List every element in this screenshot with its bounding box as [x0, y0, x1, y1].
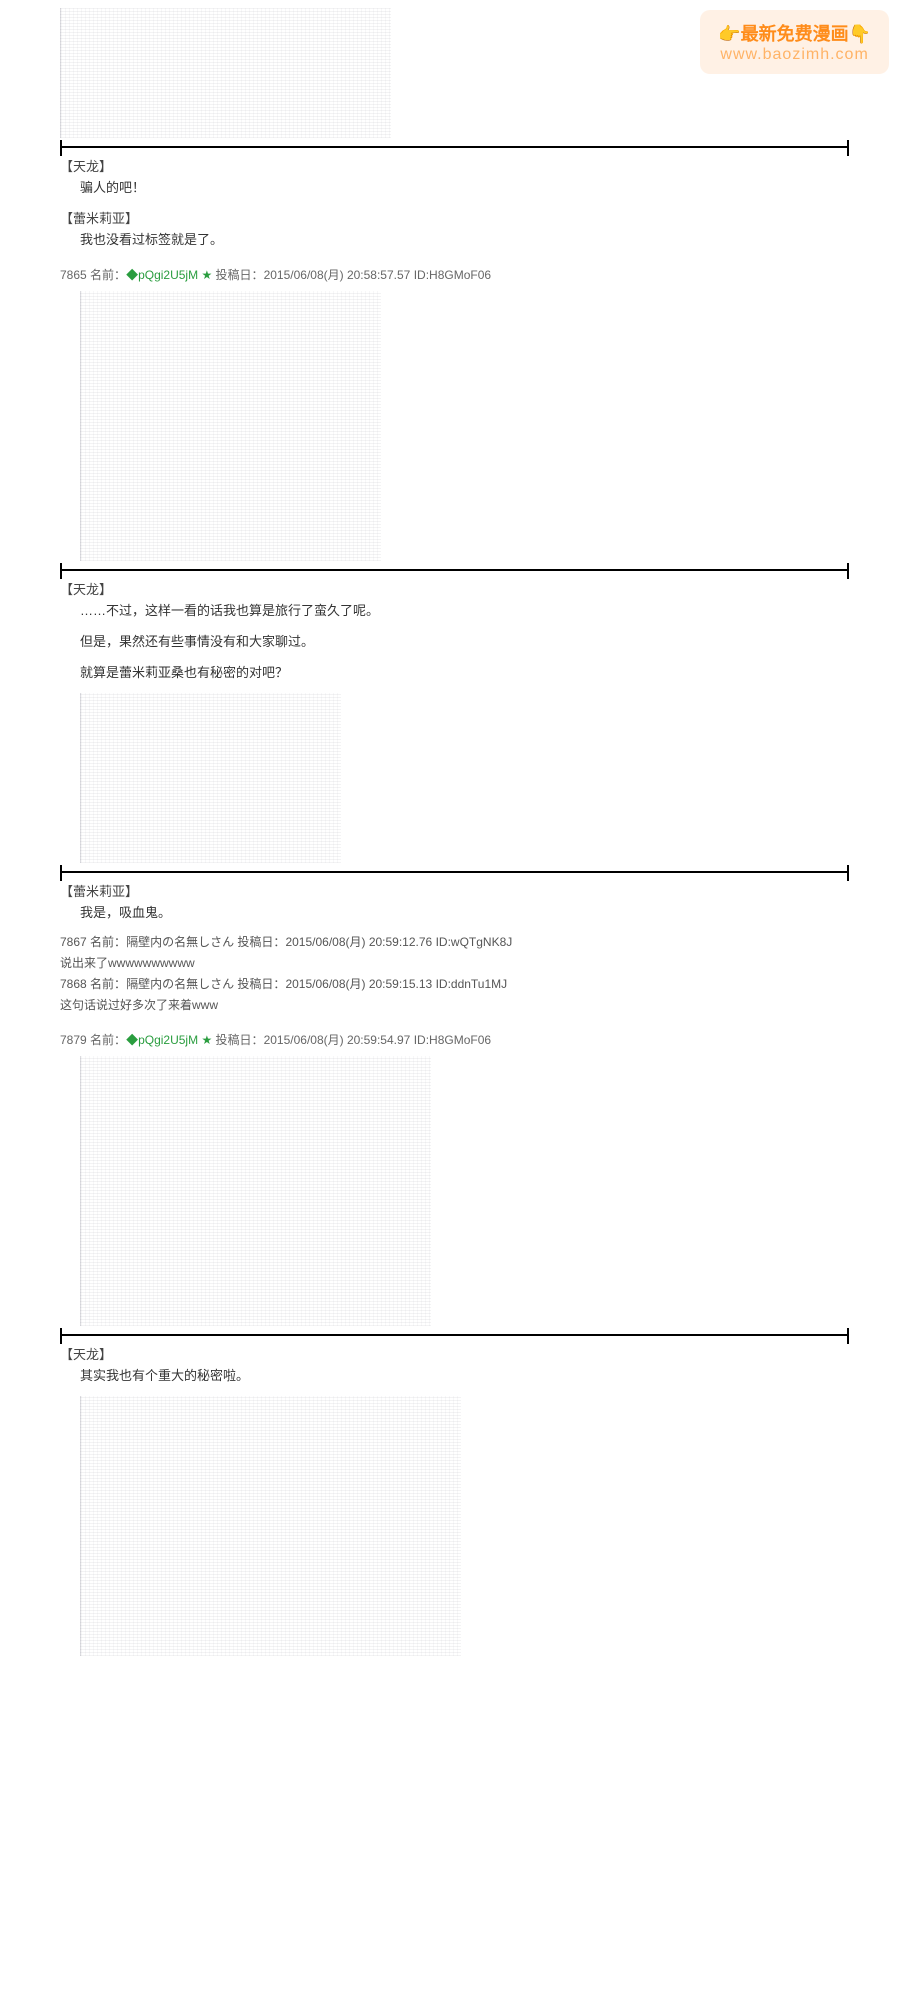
ascii-art-panel-2: [80, 291, 381, 561]
panel-divider: [60, 569, 849, 571]
date-label: 投稿日：: [237, 977, 285, 991]
dialogue-line: 其实我也有个重大的秘密啦。: [80, 1365, 849, 1384]
post-id: ID:H8GMoF06: [414, 1033, 491, 1047]
date-label: 投稿日：: [216, 1033, 264, 1047]
ascii-art-panel-4: [80, 1056, 431, 1326]
post-date: 2015/06/08(月) 20:59:15.13: [285, 977, 432, 991]
speaker-label: 【天龙】: [60, 156, 849, 175]
speaker-label: 【天龙】: [60, 1344, 849, 1363]
post-id: ID:wQTgNK8J: [436, 935, 513, 949]
poster-name: 隔壁内の名無しさん: [126, 977, 234, 991]
name-label: 名前：: [90, 935, 126, 949]
star-icon: ★: [201, 268, 212, 282]
tripcode: ◆pQgi2U5jM: [126, 268, 198, 282]
dialogue-line: 我也没看过标签就是了。: [80, 229, 849, 248]
ascii-art-panel-5: [80, 1396, 461, 1656]
post-number: 7865: [60, 268, 87, 282]
ascii-art-panel-3: [80, 693, 341, 863]
panel-divider: [60, 146, 849, 148]
speaker-label: 【蕾米莉亚】: [60, 881, 849, 900]
panel-divider: [60, 871, 849, 873]
watermark-line1: 👉最新免费漫画👇: [718, 20, 871, 46]
dialogue-line: ……不过，这样一看的话我也算是旅行了蛮久了呢。: [80, 600, 849, 619]
post-header: 7865 名前：◆pQgi2U5jM ★ 投稿日：2015/06/08(月) 2…: [60, 266, 849, 283]
point-down-icon: 👇: [849, 24, 871, 44]
dialogue-line: 就算是蕾米莉亚桑也有秘密的对吧？: [80, 662, 849, 681]
date-label: 投稿日：: [216, 268, 264, 282]
watermark-text: 最新免费漫画: [741, 24, 849, 44]
name-label: 名前：: [90, 977, 126, 991]
post-number: 7867: [60, 935, 87, 949]
post-date: 2015/06/08(月) 20:59:12.76: [285, 935, 432, 949]
date-label: 投稿日：: [237, 935, 285, 949]
ascii-art-panel-1: [60, 8, 391, 138]
reply-header: 7867 名前：隔壁内の名無しさん 投稿日：2015/06/08(月) 20:5…: [60, 933, 849, 950]
poster-name: 隔壁内の名無しさん: [126, 935, 234, 949]
dialogue-line: 我是，吸血鬼。: [80, 902, 849, 921]
speaker-label: 【天龙】: [60, 579, 849, 598]
speaker-label: 【蕾米莉亚】: [60, 208, 849, 227]
watermark-url: www.baozimh.com: [718, 46, 871, 64]
reply-header: 7868 名前：隔壁内の名無しさん 投稿日：2015/06/08(月) 20:5…: [60, 975, 849, 992]
watermark-badge: 👉最新免费漫画👇 www.baozimh.com: [700, 10, 889, 74]
post-id: ID:H8GMoF06: [414, 268, 491, 282]
post-date: 2015/06/08(月) 20:58:57.57: [264, 268, 411, 282]
dialogue-line: 骗人的吧！: [80, 177, 849, 196]
post-date: 2015/06/08(月) 20:59:54.97: [264, 1033, 411, 1047]
name-label: 名前：: [90, 1033, 126, 1047]
post-header: 7879 名前：◆pQgi2U5jM ★ 投稿日：2015/06/08(月) 2…: [60, 1031, 849, 1048]
name-label: 名前：: [90, 268, 126, 282]
post-number: 7868: [60, 977, 87, 991]
point-right-icon: 👉: [718, 24, 740, 44]
panel-divider: [60, 1334, 849, 1336]
tripcode: ◆pQgi2U5jM: [126, 1033, 198, 1047]
star-icon: ★: [201, 1033, 212, 1047]
reply-body: 说出来了wwwwwwwwww: [60, 954, 849, 971]
reply-body: 这句话说过好多次了来着www: [60, 996, 849, 1013]
post-id: ID:ddnTu1MJ: [436, 977, 508, 991]
post-number: 7879: [60, 1033, 87, 1047]
dialogue-line: 但是，果然还有些事情没有和大家聊过。: [80, 631, 849, 650]
